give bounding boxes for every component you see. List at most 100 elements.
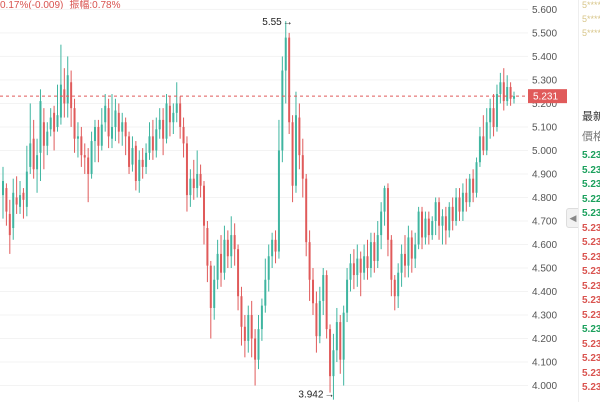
candle: [339, 315, 342, 374]
y-tick-label: 5.100: [532, 122, 557, 133]
grid-lines: [0, 8, 528, 387]
candle: [478, 126, 481, 167]
candle: [158, 108, 161, 139]
candle: [397, 263, 400, 308]
candle: [414, 232, 417, 268]
candle: [70, 70, 73, 127]
candle: [148, 122, 151, 160]
panel-top-item: 5****: [582, 14, 600, 24]
candle: [104, 94, 107, 132]
candle: [349, 253, 352, 292]
high-annotation: 5.55: [262, 17, 282, 28]
candle: [145, 143, 148, 174]
trade-price: 5.233: [582, 353, 600, 364]
candle: [322, 268, 325, 316]
candle: [288, 32, 291, 134]
candle: [155, 117, 158, 158]
trade-price: 5.233: [582, 338, 600, 350]
candle: [417, 206, 420, 250]
candle: [441, 209, 444, 245]
panel-top-item: 5****: [582, 28, 600, 38]
candle: [482, 115, 485, 156]
candle: [233, 223, 236, 266]
y-tick-label: 4.900: [532, 169, 557, 180]
candle: [475, 157, 478, 198]
trade-price: 5.229: [582, 193, 600, 205]
candle: [63, 68, 66, 118]
y-tick-label: 5.000: [532, 146, 557, 157]
candle: [97, 119, 100, 163]
candle: [461, 183, 464, 221]
candle: [93, 119, 96, 163]
candle: [369, 232, 372, 278]
candle: [22, 188, 25, 219]
candle: [209, 260, 212, 339]
candle: [325, 270, 328, 339]
candle: [100, 108, 103, 151]
candle: [2, 166, 4, 219]
candle: [455, 188, 458, 226]
candle: [185, 136, 188, 212]
candle: [76, 122, 79, 158]
candle: [274, 230, 277, 264]
candle: [189, 169, 192, 207]
candle: [240, 286, 243, 346]
candle: [59, 44, 62, 125]
candle: [128, 131, 131, 174]
candle: [25, 145, 28, 217]
candle: [421, 206, 424, 250]
candle: [458, 188, 461, 221]
current-price-label: 5.231: [533, 92, 558, 103]
y-tick-label: 4.500: [532, 264, 557, 275]
candle: [182, 117, 185, 158]
candle: [5, 183, 8, 226]
amplitude-label: 振幅:: [69, 0, 93, 11]
candle: [230, 216, 233, 268]
candles: [2, 21, 515, 400]
arrow-right-icon: →: [283, 17, 293, 28]
candle: [448, 202, 451, 238]
candle: [199, 164, 202, 198]
candle: [267, 244, 270, 292]
candle: [410, 230, 413, 273]
candle: [485, 108, 488, 156]
candle: [386, 183, 389, 257]
candle: [36, 138, 39, 193]
chart-header-info: 0.17%(-0.009) 振幅:0.78%: [0, 0, 127, 12]
candle: [284, 21, 287, 104]
candle: [220, 235, 223, 287]
y-tick-label: 5.200: [532, 99, 557, 110]
candle: [46, 122, 49, 156]
candle: [499, 72, 502, 104]
candle: [213, 265, 216, 320]
low-annotation: 3.942: [298, 390, 323, 401]
candle: [8, 199, 11, 254]
y-tick-label: 5.600: [532, 5, 557, 16]
candlestick-chart[interactable]: 5.600 5.500 5.400 5.300 5.200 5.100 5.000 4.900…: [0, 0, 578, 402]
candle: [117, 103, 120, 144]
candle: [12, 178, 15, 240]
candle: [335, 307, 338, 363]
candle: [407, 225, 410, 278]
candle: [216, 239, 219, 290]
y-tick-label: 5.300: [532, 75, 557, 86]
candle: [315, 291, 318, 353]
candle: [281, 56, 284, 163]
trade-price: 5.233: [582, 382, 600, 393]
candle: [342, 305, 345, 386]
candle: [141, 148, 144, 179]
candle: [352, 249, 355, 290]
change-text: 0.17%(-0.009): [0, 0, 64, 11]
candle: [66, 56, 69, 118]
latest-trades-panel: 最新 價格 5**** 5**** 5**** 5.237 5.237 5.236 5.22…: [578, 0, 600, 402]
candle: [42, 108, 45, 170]
candle: [434, 197, 437, 236]
candle: [495, 84, 498, 132]
candle: [90, 131, 93, 179]
candle: [390, 235, 393, 297]
y-tick-label: 4.700: [532, 216, 557, 227]
chevron-left-icon[interactable]: ◀: [566, 208, 580, 228]
candle: [472, 169, 475, 203]
amplitude-value: 0.78%: [92, 0, 121, 11]
candle: [124, 117, 127, 156]
